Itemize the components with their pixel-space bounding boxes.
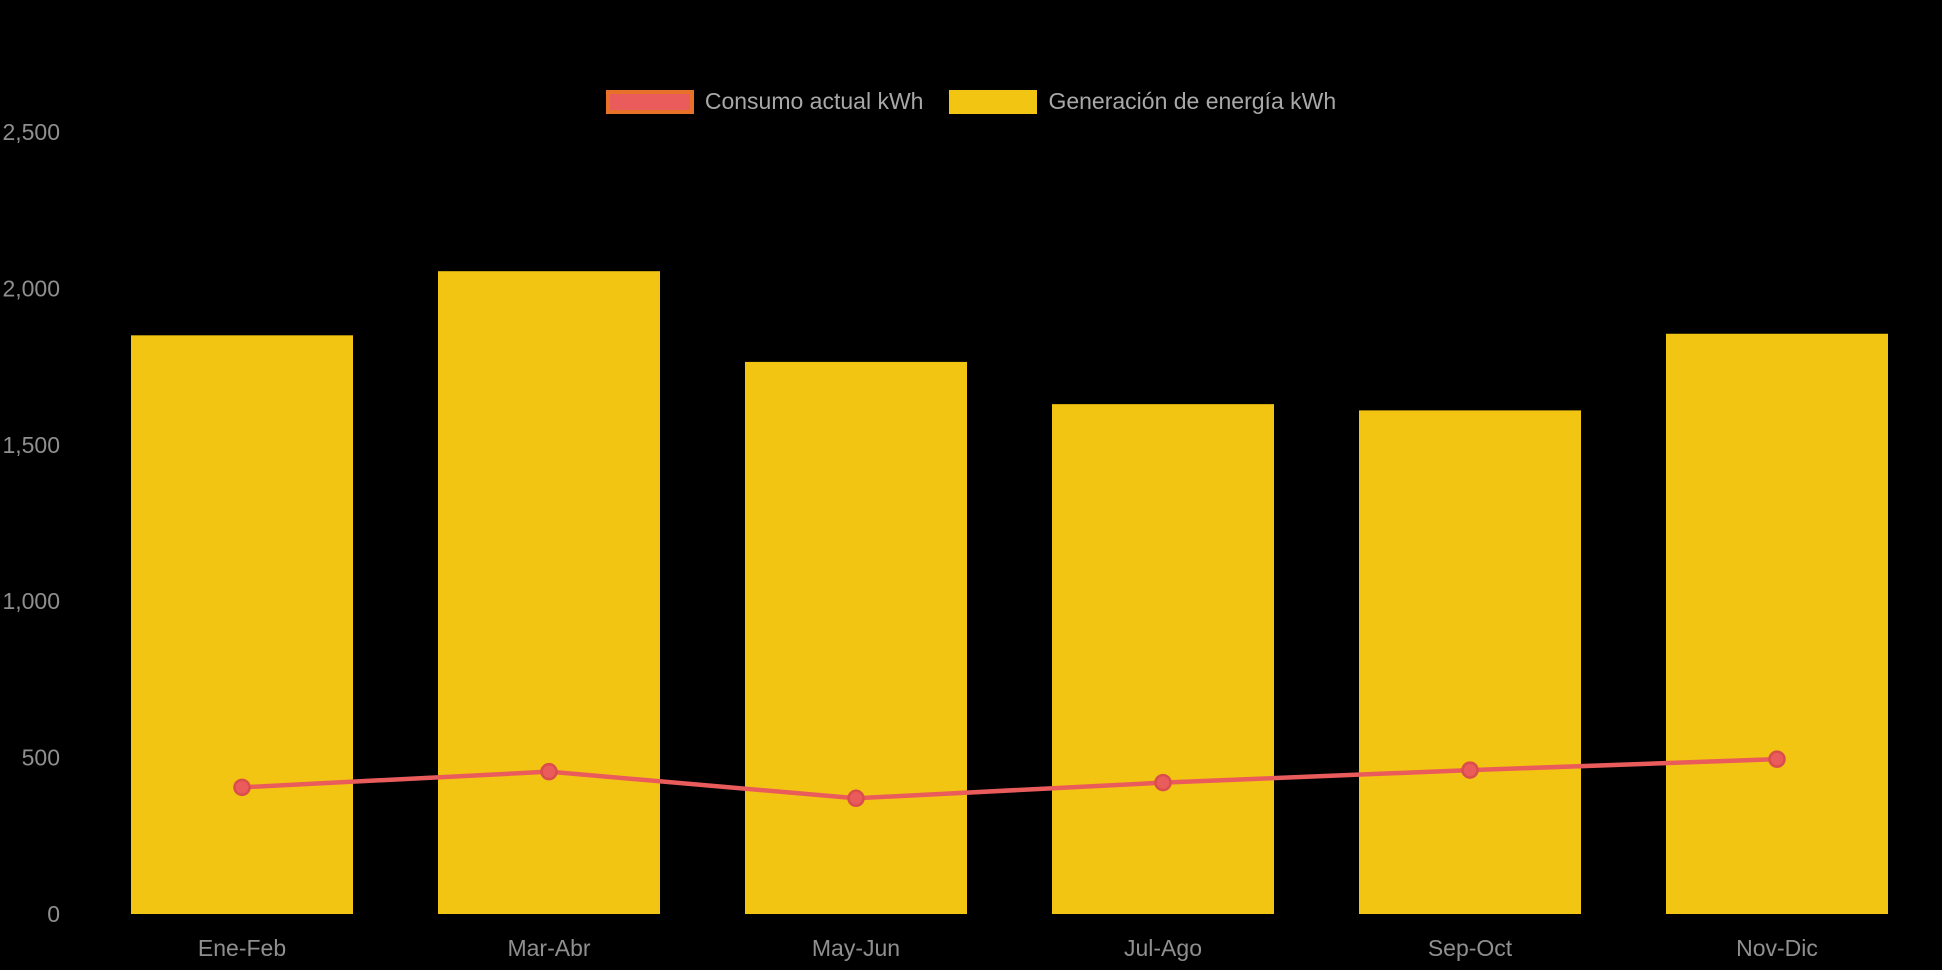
x-category-label-mar-abr: Mar-Abr <box>507 935 590 961</box>
bar-jul-ago <box>1052 404 1274 914</box>
legend-item-consumo[interactable]: Consumo actual kWh <box>605 88 924 115</box>
y-tick-label-2500: 2,500 <box>2 119 60 145</box>
legend-label-consumo: Consumo actual kWh <box>704 88 924 114</box>
y-tick-label-1000: 1,000 <box>2 588 60 614</box>
bar-mar-abr <box>438 271 660 914</box>
x-category-label-nov-dic: Nov-Dic <box>1736 935 1818 961</box>
legend-swatch-generacion <box>949 89 1038 114</box>
line-point-may-jun <box>847 789 865 808</box>
bar-sep-oct <box>1359 410 1581 914</box>
bar-may-jun <box>745 361 967 915</box>
legend-swatch-consumo <box>605 89 694 114</box>
y-tick-label-500: 500 <box>22 745 60 771</box>
y-tick-label-2000: 2,000 <box>2 275 60 301</box>
legend-item-generacion[interactable]: Generación de energía kWh <box>949 88 1336 115</box>
y-tick-label-0: 0 <box>47 901 60 927</box>
bar-ene-feb <box>131 335 353 914</box>
consumo-line <box>239 756 1780 801</box>
line-point-jul-ago <box>1154 773 1172 792</box>
y-tick-label-1500: 1,500 <box>2 432 60 458</box>
line-point-mar-abr <box>540 762 558 781</box>
x-category-label-jul-ago: Jul-Ago <box>1124 935 1202 961</box>
legend-label-generacion: Generación de energía kWh <box>1048 88 1337 114</box>
x-category-label-sep-oct: Sep-Oct <box>1428 935 1513 961</box>
line-point-ene-feb <box>233 778 251 797</box>
bar-nov-dic <box>1666 333 1888 915</box>
line-point-nov-dic <box>1768 750 1786 768</box>
chart-legend: Consumo actual kWh Generación de energía… <box>0 88 1942 115</box>
x-category-label-ene-feb: Ene-Feb <box>198 935 286 961</box>
x-category-label-may-jun: May-Jun <box>812 935 900 961</box>
line-point-sep-oct <box>1461 761 1479 779</box>
